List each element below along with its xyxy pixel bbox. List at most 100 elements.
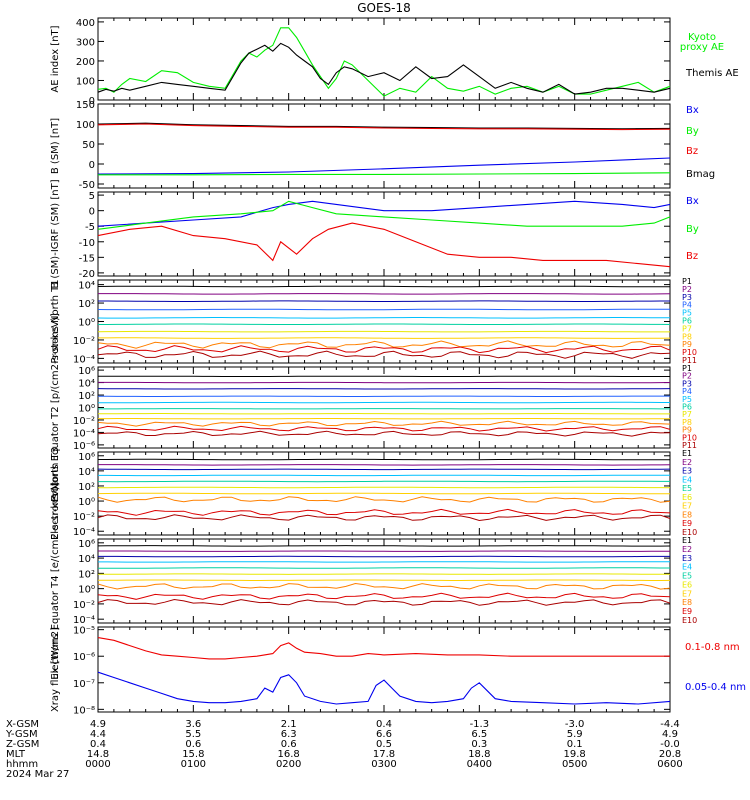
y-tick-label: 200 bbox=[76, 57, 95, 68]
x-tick-label: 0000 bbox=[85, 759, 110, 770]
legend-item: E4 bbox=[682, 475, 692, 484]
panel-6: 10⁶ 10⁴ 10² 10⁰ 10⁻² 10⁻⁴ Electrons North T3 E1… bbox=[50, 447, 697, 540]
x-tick-label: 0200 bbox=[276, 759, 301, 770]
series-line bbox=[97, 430, 671, 437]
series-line bbox=[97, 27, 671, 97]
x-tick-label: 0.5 bbox=[376, 739, 392, 750]
legend-item: 0.05-0.4 nm bbox=[685, 682, 746, 693]
series-line bbox=[98, 480, 670, 483]
legend-item: E8 bbox=[682, 598, 692, 607]
y-axis-label: Protons North T1 bbox=[50, 279, 61, 363]
y-tick-label: 10⁰ bbox=[78, 318, 95, 329]
panel-frame bbox=[97, 191, 671, 277]
legend-item: E7 bbox=[682, 502, 692, 511]
series-line bbox=[98, 458, 671, 461]
y-tick-label: 10² bbox=[78, 482, 95, 493]
series-line bbox=[97, 468, 671, 471]
x-tick-label: 0.3 bbox=[471, 739, 487, 750]
x-tick-label: 0.4 bbox=[376, 719, 392, 730]
series-line bbox=[97, 340, 671, 349]
x-tick-label: 5.9 bbox=[567, 729, 583, 740]
y-tick-label: 10⁻² bbox=[73, 600, 95, 611]
x-axis-row-label: MLT bbox=[6, 749, 26, 760]
legend-item: By bbox=[686, 126, 699, 137]
y-tick-label: 10⁻² bbox=[73, 336, 95, 347]
y-tick-label: 10⁶ bbox=[78, 539, 95, 550]
series-line bbox=[97, 200, 671, 230]
panel-3: 5 0 -5 -10 -15 -20 B (SM)-IGRF (SM) [nT] Bx By Bz bbox=[50, 179, 699, 288]
x-tick-label: 3.6 bbox=[185, 719, 201, 730]
y-tick-label: 10⁻⁵ bbox=[73, 626, 95, 637]
series-line bbox=[97, 123, 671, 131]
x-tick-label: 6.5 bbox=[471, 729, 487, 740]
y-axis-label: B (SM)-IGRF (SM) [nT] bbox=[50, 179, 61, 288]
legend-item: P7 bbox=[682, 410, 692, 419]
y-tick-label: 10⁻⁸ bbox=[73, 705, 95, 716]
series-line bbox=[98, 172, 671, 176]
y-tick-label: 0 bbox=[89, 96, 95, 107]
y-axis-label: Xray flux [W/m2] bbox=[50, 627, 61, 712]
x-tick-label: 0.1 bbox=[567, 739, 583, 750]
x-tick-label: 0500 bbox=[562, 759, 587, 770]
x-tick-label: 6.6 bbox=[376, 729, 392, 740]
x-tick-label: 0400 bbox=[467, 759, 492, 770]
panel-8: 10⁻⁵ 10⁻⁶ 10⁻⁷ 10⁻⁸ Xray flux [W/m2] 0.1-0.8 … bbox=[50, 626, 746, 717]
legend-item: P4 bbox=[682, 387, 692, 396]
x-tick-label: -4.4 bbox=[660, 719, 680, 730]
series-line bbox=[97, 425, 671, 432]
legend-item: P1 bbox=[682, 364, 692, 373]
series-line bbox=[97, 345, 671, 354]
x-axis-row-label: hhmm bbox=[6, 759, 38, 770]
series-line bbox=[98, 293, 671, 295]
x-tick-label: 19.8 bbox=[564, 749, 586, 760]
x-tick-label: 6.3 bbox=[281, 729, 297, 740]
series-line bbox=[98, 486, 671, 489]
legend-item: E3 bbox=[682, 467, 692, 476]
x-tick-label: 0600 bbox=[657, 759, 682, 770]
series-line bbox=[97, 157, 671, 175]
y-tick-label: 10⁻⁴ bbox=[73, 527, 95, 538]
x-tick-label: 16.8 bbox=[278, 749, 300, 760]
series-line bbox=[98, 573, 670, 575]
series-line bbox=[97, 350, 671, 359]
series-line bbox=[97, 496, 671, 503]
y-tick-label: 10² bbox=[78, 391, 95, 402]
y-tick-label: -5 bbox=[85, 222, 95, 233]
y-tick-label: 10⁻² bbox=[73, 512, 95, 523]
series-line bbox=[97, 545, 671, 547]
legend-item: Kyoto bbox=[688, 32, 716, 43]
legend-item: E10 bbox=[682, 616, 697, 625]
legend-item: E6 bbox=[682, 493, 692, 502]
legend-item: E2 bbox=[682, 545, 692, 554]
y-tick-label: 10² bbox=[78, 569, 95, 580]
series-line bbox=[97, 122, 671, 130]
y-tick-label: 10⁻⁴ bbox=[73, 428, 95, 439]
series-line bbox=[98, 300, 670, 302]
y-tick-label: -15 bbox=[79, 253, 95, 264]
y-tick-label: 10⁻⁴ bbox=[73, 615, 95, 626]
legend-item: E5 bbox=[682, 484, 692, 493]
x-tick-label: 4.4 bbox=[90, 729, 106, 740]
series-line bbox=[98, 555, 670, 558]
legend-item: P1 bbox=[682, 277, 692, 286]
y-tick-label: 100 bbox=[76, 120, 95, 131]
legend-item: 0.1-0.8 nm bbox=[685, 642, 740, 653]
y-axis-label: Electrons Equator T4 [e/(cm2-s-sr-keV)] bbox=[50, 482, 61, 679]
y-tick-label: 100 bbox=[76, 76, 95, 87]
x-tick-label: 14.8 bbox=[87, 749, 109, 760]
y-axis-label: B (SM) [nT] bbox=[50, 118, 61, 174]
legend-item: P5 bbox=[682, 395, 692, 404]
series-line bbox=[97, 592, 671, 600]
y-tick-label: 10⁰ bbox=[78, 497, 95, 508]
x-tick-label: -0.0 bbox=[660, 739, 680, 750]
legend-item: P8 bbox=[682, 418, 692, 427]
y-axis-label: Electrons North T3 bbox=[50, 447, 61, 540]
legend-item: P3 bbox=[682, 379, 692, 388]
x-tick-label: 2.1 bbox=[281, 719, 297, 730]
legend-item: Bz bbox=[686, 251, 698, 262]
panel-frame bbox=[97, 103, 671, 189]
x-tick-label: 0.6 bbox=[185, 739, 201, 750]
legend-item: P11 bbox=[682, 441, 697, 450]
